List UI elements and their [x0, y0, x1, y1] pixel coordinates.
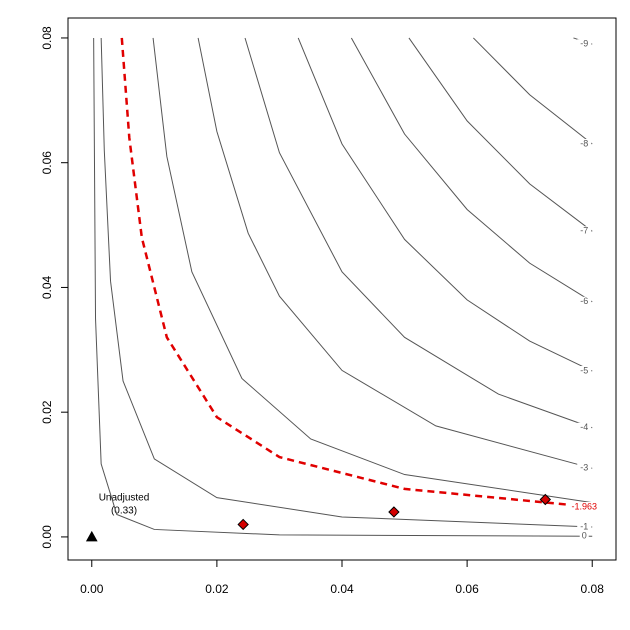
contour-label: -8 [580, 138, 588, 148]
contour-line [100, 37, 593, 528]
x-tick-label: 0.02 [205, 582, 229, 596]
contour-line [350, 37, 593, 303]
contour-line [297, 37, 593, 372]
contour-line [244, 37, 593, 429]
contour-label: 0 [582, 531, 587, 541]
x-tick-label: 0.00 [80, 582, 104, 596]
contour-line [473, 37, 593, 145]
contour-label-bg [567, 501, 602, 512]
contour-label-bg [577, 521, 592, 532]
contour-label: -5 [580, 365, 588, 375]
contour-line [93, 37, 593, 537]
contour-label: -4 [580, 422, 588, 432]
contour-label: -6 [580, 296, 588, 306]
y-tick-label: 0.08 [40, 26, 54, 50]
contour-label: -7 [580, 226, 588, 236]
contour-label-bg [577, 463, 592, 474]
contour-label: -3 [580, 463, 588, 473]
point [237, 518, 249, 531]
contour-label: -1 [580, 521, 588, 531]
point [85, 530, 98, 542]
y-tick-label: 0.00 [40, 525, 54, 549]
x-tick-label: 0.08 [581, 582, 605, 596]
annotation: Unadjusted [99, 493, 150, 504]
point [539, 493, 552, 506]
y-tick-label: 0.04 [40, 275, 54, 299]
x-tick-label: 0.06 [455, 582, 479, 596]
contour-label-bg [577, 296, 592, 307]
contour-label-bg [577, 422, 592, 433]
y-tick-label: 0.06 [40, 151, 54, 175]
contour-line [408, 37, 593, 232]
contour-label-bg [577, 138, 592, 149]
contour-line [152, 37, 593, 504]
point [388, 506, 400, 518]
contour-label: -1.963 [571, 501, 597, 511]
contour-line [197, 37, 593, 469]
y-tick-label: 0.02 [40, 400, 54, 424]
x-tick-label: 0.04 [330, 582, 354, 596]
plot-frame [67, 17, 617, 561]
contour-label: -9 [580, 39, 588, 49]
contour-line [120, 37, 593, 509]
contour-label-bg [577, 39, 592, 50]
contour-label-bg [577, 226, 592, 237]
annotation: (0.33) [111, 506, 137, 517]
contour-label-bg [579, 531, 589, 542]
contour-label-bg [577, 366, 592, 377]
